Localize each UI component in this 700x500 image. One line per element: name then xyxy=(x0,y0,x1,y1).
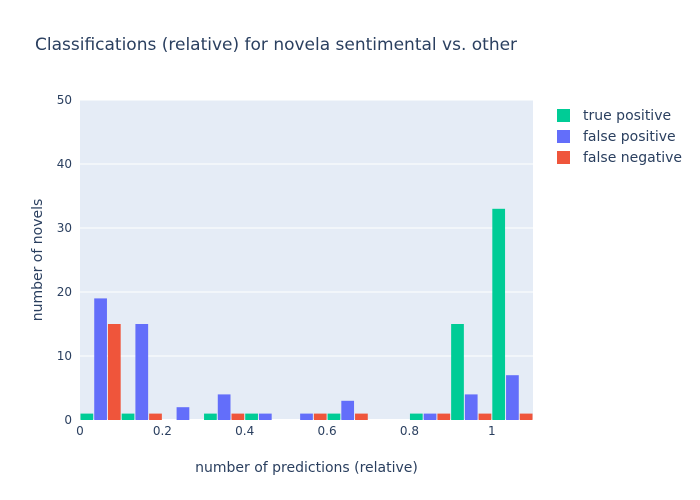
y-tick-label: 30 xyxy=(57,221,72,235)
x-tick-label: 0.2 xyxy=(153,424,172,438)
y-tick-label: 20 xyxy=(57,285,72,299)
bar-false-positive xyxy=(258,413,272,420)
bar-true-positive xyxy=(451,324,464,420)
y-tick-label: 50 xyxy=(57,93,72,107)
x-tick-label: 0.4 xyxy=(235,424,254,438)
legend-swatch xyxy=(557,151,570,164)
legend-swatch xyxy=(557,130,570,143)
bars xyxy=(80,208,533,420)
y-axis-ticks: 0 10 20 30 40 50 xyxy=(57,93,72,427)
bar-true-positive xyxy=(204,413,217,420)
x-axis-ticks: 0 0.2 0.4 0.6 0.8 1 xyxy=(76,424,495,438)
y-tick-label: 40 xyxy=(57,157,72,171)
bar-false-positive xyxy=(506,375,519,420)
x-axis-title: number of predictions (relative) xyxy=(195,460,418,476)
bar-false-negative xyxy=(355,413,368,420)
y-tick-label: 10 xyxy=(57,349,72,363)
bar-false-negative xyxy=(149,413,162,420)
bar-false-positive xyxy=(176,407,190,420)
bar-false-negative xyxy=(478,413,492,420)
x-tick-label: 0.6 xyxy=(318,424,337,438)
x-tick-label: 0 xyxy=(76,424,84,438)
bar-false-negative xyxy=(231,413,245,420)
legend-swatch xyxy=(557,109,570,122)
bar-true-positive xyxy=(327,413,341,420)
bar-true-positive xyxy=(409,413,423,420)
chart-title: Classifications (relative) for novela se… xyxy=(35,35,517,55)
bar-false-negative xyxy=(107,324,121,420)
y-tick-label: 0 xyxy=(64,413,72,427)
bar-false-positive xyxy=(341,400,355,420)
y-axis-title: number of novels xyxy=(30,199,46,322)
bar-false-positive xyxy=(423,413,437,420)
bar-false-positive xyxy=(217,394,231,420)
x-tick-label: 1 xyxy=(488,424,496,438)
x-tick-label: 0.8 xyxy=(400,424,419,438)
bar-false-positive xyxy=(300,413,313,420)
legend: true positive false positive false negativ… xyxy=(557,108,682,166)
bar-true-positive xyxy=(245,413,258,420)
legend-label: false positive xyxy=(583,129,676,145)
bar-true-positive xyxy=(121,413,135,420)
bar-false-positive xyxy=(135,324,149,420)
bar-true-positive xyxy=(80,413,94,420)
bar-false-negative xyxy=(313,413,327,420)
bar-false-negative xyxy=(519,413,533,420)
bar-true-positive xyxy=(492,208,506,420)
bar-false-positive xyxy=(94,298,107,420)
legend-label: true positive xyxy=(583,108,671,124)
legend-label: false negative xyxy=(583,150,682,166)
bar-false-positive xyxy=(464,394,478,420)
bar-false-negative xyxy=(437,413,451,420)
